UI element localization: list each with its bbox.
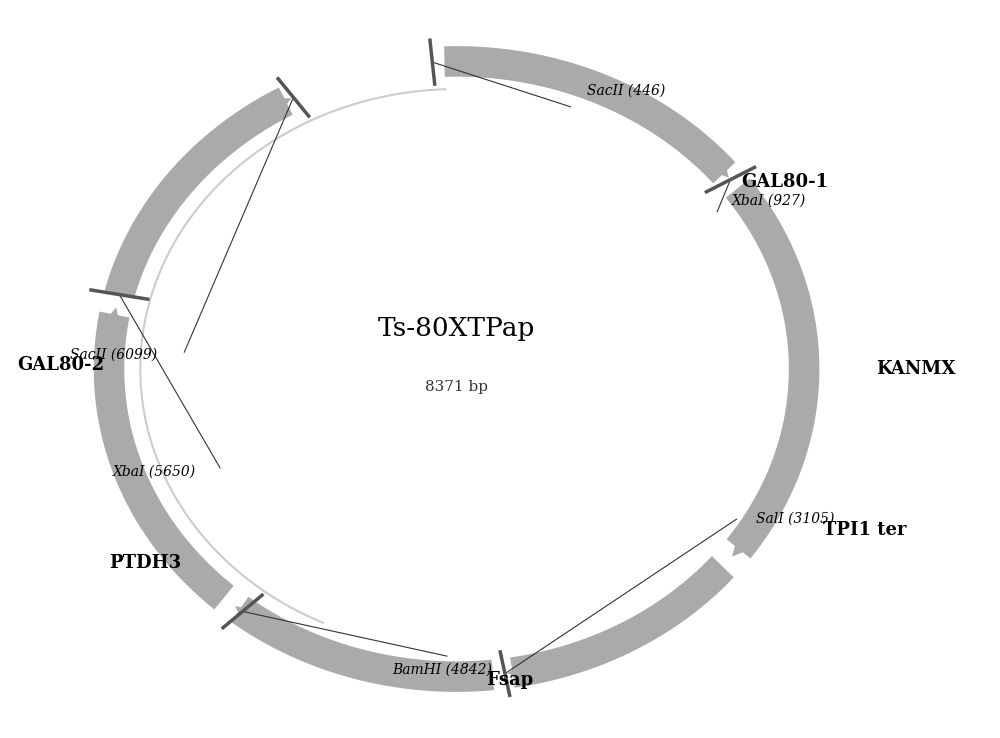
Text: TPI1 ter: TPI1 ter <box>823 521 907 539</box>
Text: XbaI (5650): XbaI (5650) <box>113 464 196 478</box>
Text: SacII (6099): SacII (6099) <box>70 348 157 362</box>
Text: GAL80-1: GAL80-1 <box>741 173 829 191</box>
Text: Fsap: Fsap <box>486 672 533 689</box>
Text: KANMX: KANMX <box>877 360 956 378</box>
Text: XbaI (927): XbaI (927) <box>732 193 806 207</box>
Text: PTDH3: PTDH3 <box>109 554 181 572</box>
Text: BamHI (4842): BamHI (4842) <box>392 662 492 676</box>
Text: Ts-80XTPap: Ts-80XTPap <box>378 316 535 341</box>
Text: SacII (446): SacII (446) <box>587 83 665 97</box>
Text: 8371 bp: 8371 bp <box>425 380 488 394</box>
Text: SalI (3105): SalI (3105) <box>756 512 834 526</box>
Text: GAL80-2: GAL80-2 <box>17 356 104 374</box>
